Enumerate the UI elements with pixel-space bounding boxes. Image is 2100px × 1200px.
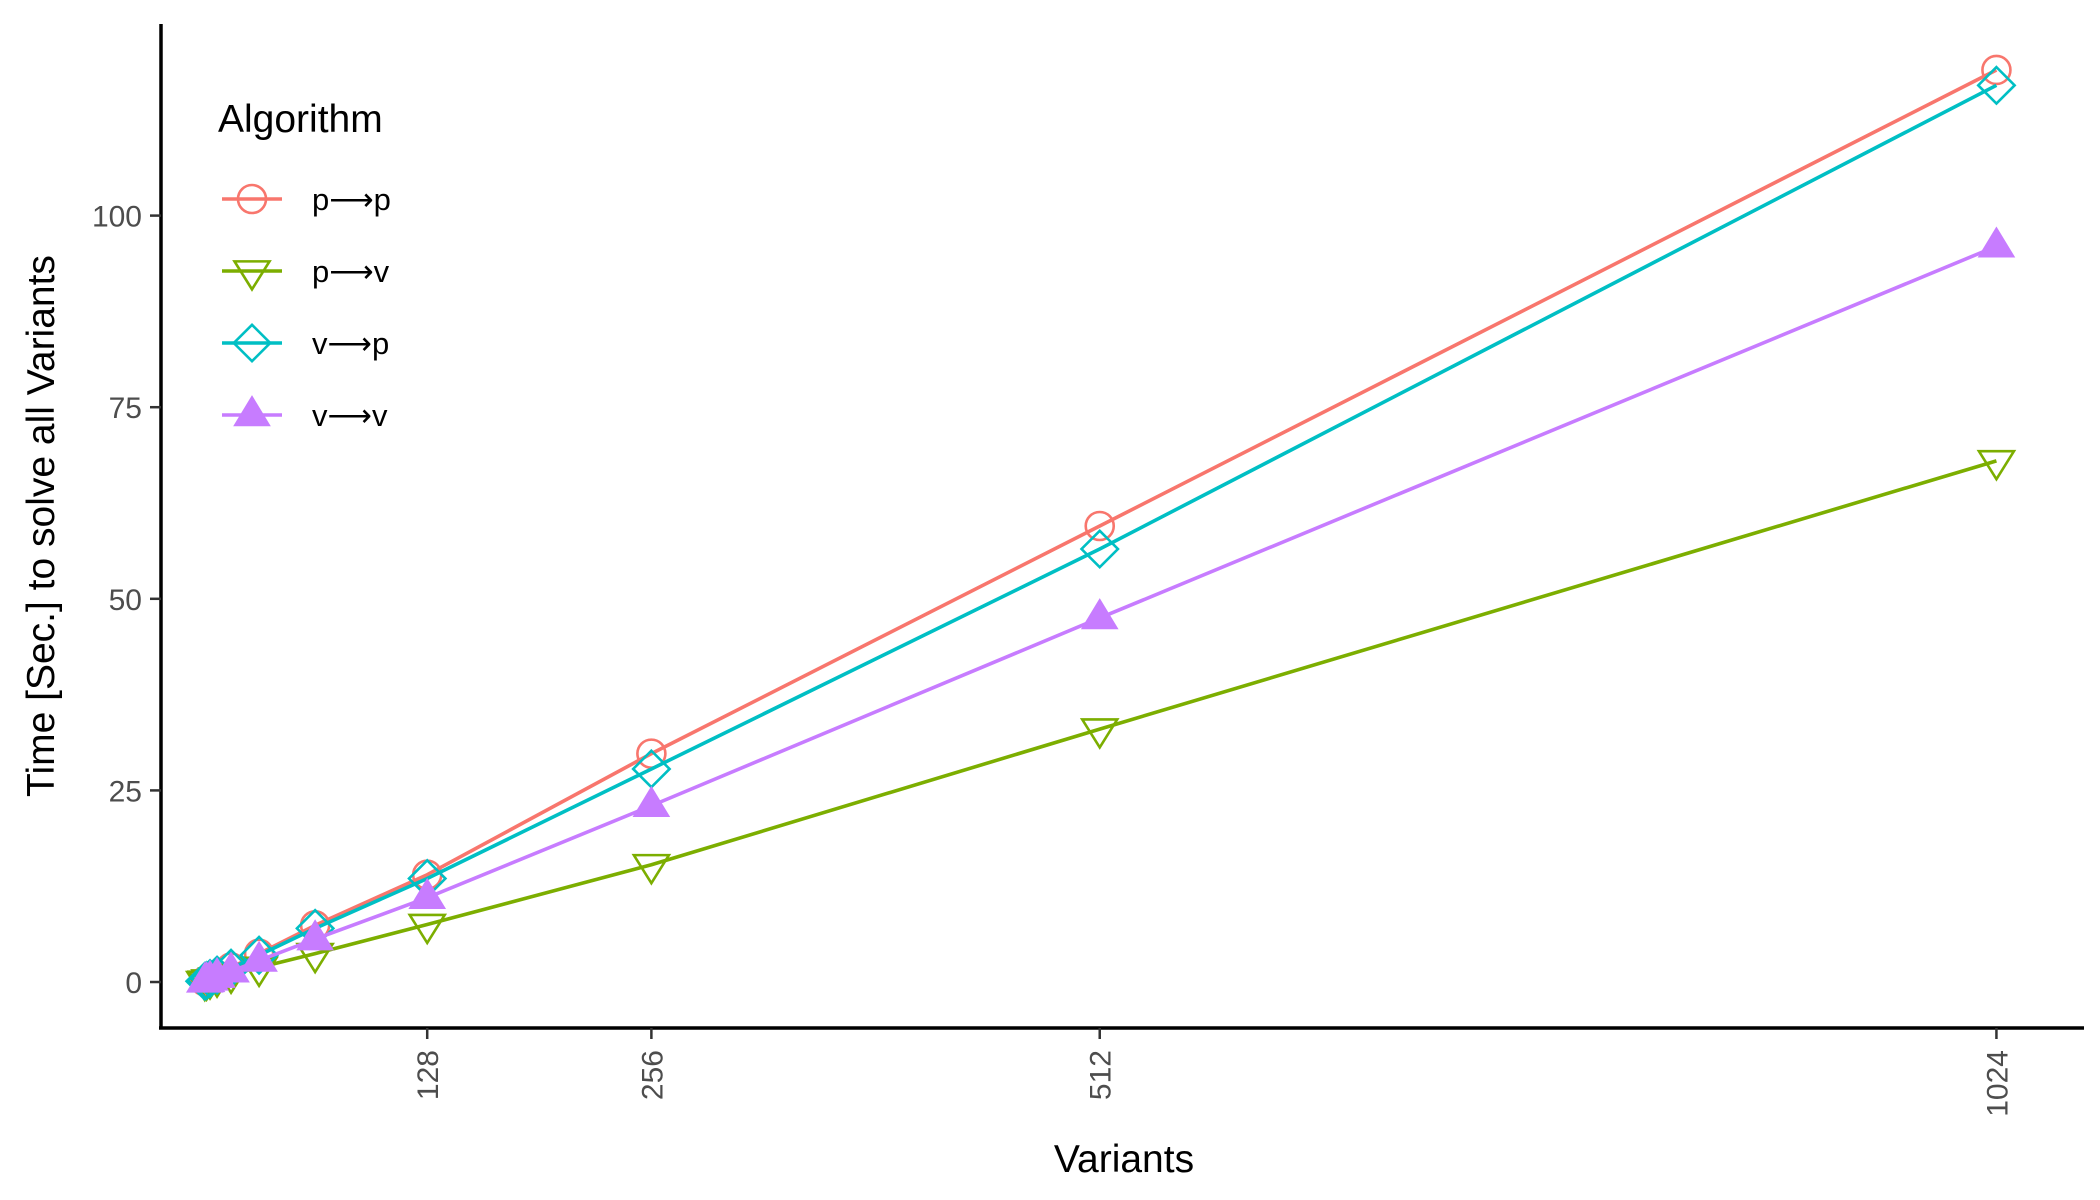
legend: Algorithm p⟶p p⟶v v⟶p v⟶v <box>218 98 391 433</box>
data-point <box>1977 226 2016 258</box>
data-point <box>239 935 280 976</box>
data-point <box>407 913 448 946</box>
legend-label: p⟶v <box>312 254 390 289</box>
y-tick-label: 0 <box>125 967 142 1000</box>
x-axis-title: Variants <box>1054 1138 1194 1181</box>
y-axis-title: Time [Sec.] to solve all Variants <box>20 255 63 797</box>
legend-label: p⟶p <box>312 182 391 217</box>
series-4 <box>185 226 2016 993</box>
data-point <box>1976 449 2017 482</box>
data-point <box>1079 528 1120 570</box>
legend-item: v⟶v <box>222 395 388 433</box>
legend-label: v⟶v <box>312 398 388 433</box>
y-tick-label: 50 <box>109 584 142 617</box>
series-2 <box>184 449 2017 1003</box>
data-point <box>1981 54 2012 86</box>
data-point <box>296 919 334 951</box>
data-point <box>1079 718 1120 750</box>
data-point <box>240 940 278 972</box>
legend-title: Algorithm <box>218 98 383 141</box>
legend-key-marker <box>232 260 272 292</box>
series-line <box>204 68 1998 983</box>
ticks-layer: 0 25 50 75 100 128 256 512 1024 <box>92 201 2014 1117</box>
legend-item: v⟶p <box>222 322 389 364</box>
data-point <box>1084 510 1116 542</box>
y-tick-label: 75 <box>109 392 142 425</box>
legend-key-marker <box>233 395 271 427</box>
data-point <box>1080 598 1119 630</box>
data-point <box>631 853 672 886</box>
data-point <box>1976 65 2017 106</box>
data-point <box>408 877 447 909</box>
legend-items: p⟶p p⟶v v⟶p v⟶v <box>222 182 391 433</box>
axes-layer <box>159 24 2084 1030</box>
legend-label: v⟶p <box>312 326 389 361</box>
series-1 <box>189 54 2012 997</box>
legend-item: p⟶p <box>222 182 391 217</box>
x-tick-label: 128 <box>412 1050 445 1100</box>
y-tick-label: 25 <box>109 775 142 808</box>
legend-key-marker <box>231 322 273 364</box>
legend-key-marker <box>236 183 268 215</box>
x-tick-label: 256 <box>636 1050 669 1100</box>
x-tick-label: 512 <box>1085 1050 1118 1100</box>
y-tick-label: 100 <box>92 201 142 234</box>
legend-item: p⟶v <box>222 254 390 292</box>
series-layer <box>184 54 2017 1003</box>
data-point <box>212 951 250 983</box>
series-3 <box>184 65 2017 1002</box>
x-tick-label: 1024 <box>1981 1050 2014 1117</box>
data-point <box>632 785 671 817</box>
